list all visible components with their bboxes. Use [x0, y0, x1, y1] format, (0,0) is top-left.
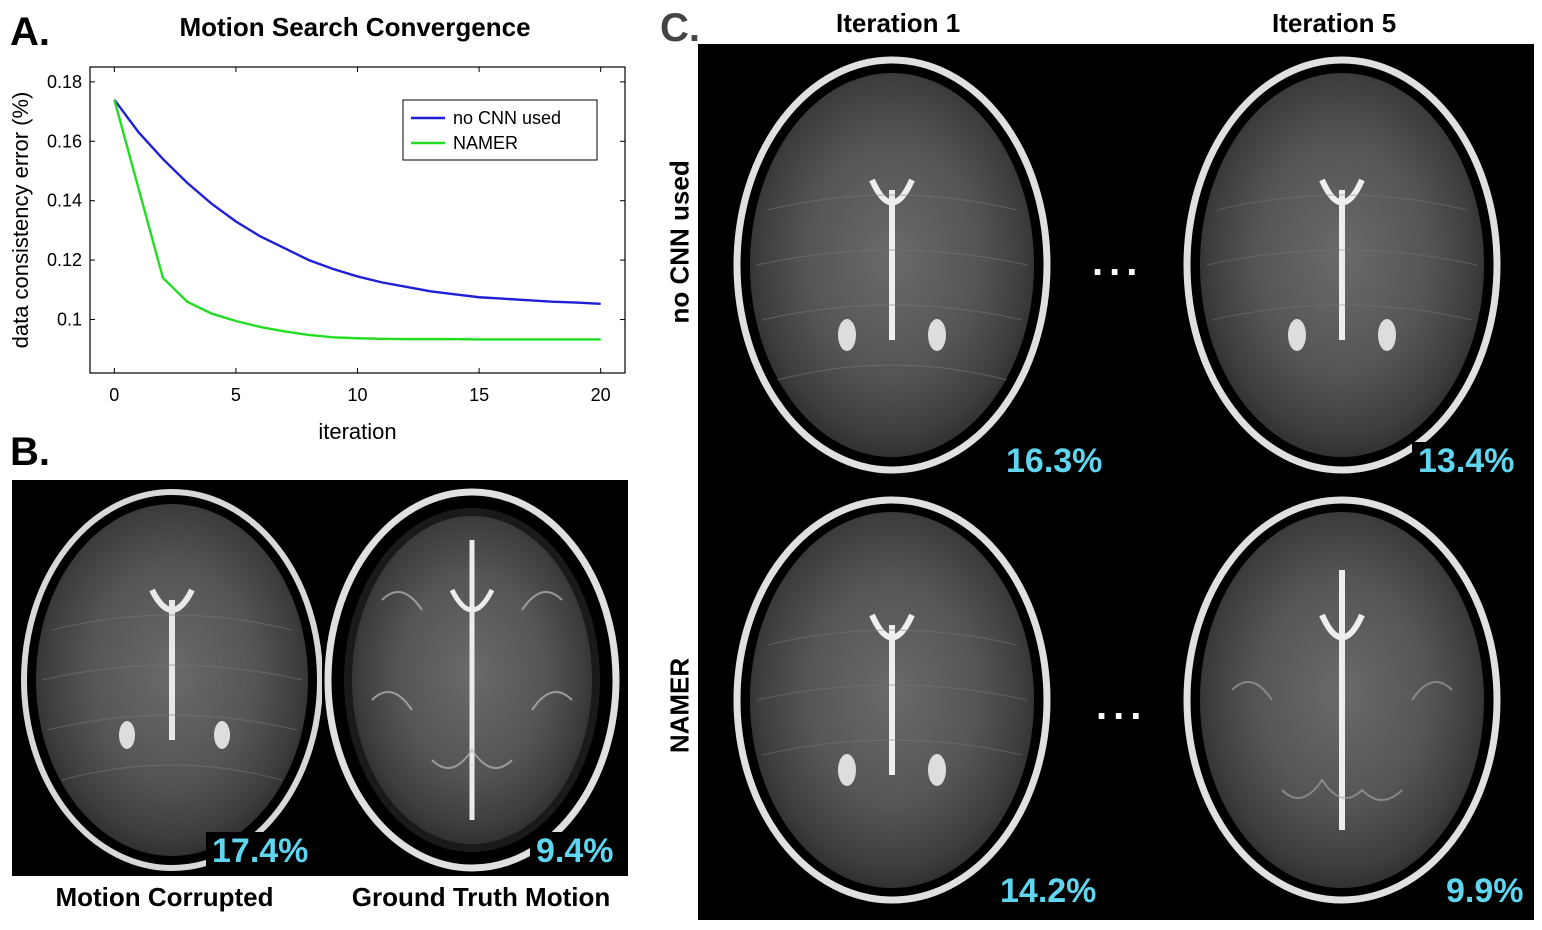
chart-title: Motion Search Convergence — [179, 12, 531, 42]
value-no-cnn-iter5: 13.4% — [1412, 442, 1521, 482]
y-tick-label: 0.12 — [47, 250, 82, 270]
value-no-cnn-iter1: 16.3% — [1000, 442, 1109, 482]
brain-scan-image — [733, 496, 1051, 904]
x-tick-label: 10 — [347, 385, 367, 405]
x-axis-label: iteration — [318, 419, 396, 440]
y-tick-label: 0.1 — [57, 310, 82, 330]
legend-label: NAMER — [453, 133, 518, 153]
panel-a-letter: A. — [10, 10, 50, 54]
column-title-iteration-5: Iteration 5 — [1272, 8, 1397, 38]
legend-label: no CNN used — [453, 108, 561, 128]
series-line-namer — [113, 99, 601, 341]
brain-scan-image — [1183, 496, 1501, 904]
value-namer-iter1: 14.2% — [994, 872, 1103, 912]
x-tick-label: 20 — [591, 385, 611, 405]
legend-box — [402, 99, 598, 161]
mri-no-cnn-iter5 — [1172, 50, 1512, 480]
value-ground-truth: 9.4% — [530, 832, 620, 872]
y-tick-label: 0.18 — [47, 72, 82, 92]
mri-namer-iter5 — [1172, 490, 1512, 910]
value-motion-corrupted: 17.4% — [206, 832, 315, 872]
brain-scan-image — [324, 488, 620, 872]
value-namer-iter5: 9.9% — [1440, 872, 1530, 912]
mri-ground-truth — [322, 480, 628, 876]
mri-motion-corrupted — [12, 480, 323, 876]
row-label-no-cnn: no CNN used — [664, 160, 695, 324]
brain-scan-image — [21, 489, 323, 871]
mri-namer-iter1 — [722, 490, 1062, 910]
row-label-namer: NAMER — [664, 657, 695, 754]
y-axis-label: data consistency error (%) — [8, 92, 33, 349]
brain-scan-image — [1183, 56, 1501, 474]
panel-b-letter: B. — [10, 430, 50, 474]
x-tick-label: 0 — [109, 385, 119, 405]
ellipsis-row-1: ... — [1092, 240, 1144, 284]
caption-ground-truth: Ground Truth Motion — [351, 882, 611, 912]
y-tick-label: 0.16 — [47, 131, 82, 151]
series-line-no-cnn — [113, 98, 601, 305]
ellipsis-row-2: ... — [1096, 684, 1148, 728]
brain-scan-image — [733, 56, 1051, 474]
x-tick-label: 15 — [469, 385, 489, 405]
caption-motion-corrupted: Motion Corrupted — [55, 882, 274, 912]
panel-c-letter: C. — [660, 6, 700, 50]
mri-no-cnn-iter1 — [722, 50, 1062, 480]
convergence-chart: 0 5 10 15 20 0.1 0.12 0.14 0.16 0.18 iteration data… — [8, 66, 626, 440]
x-tick-label: 5 — [231, 385, 241, 405]
column-title-iteration-1: Iteration 1 — [836, 8, 961, 38]
y-tick-label: 0.14 — [47, 191, 82, 211]
